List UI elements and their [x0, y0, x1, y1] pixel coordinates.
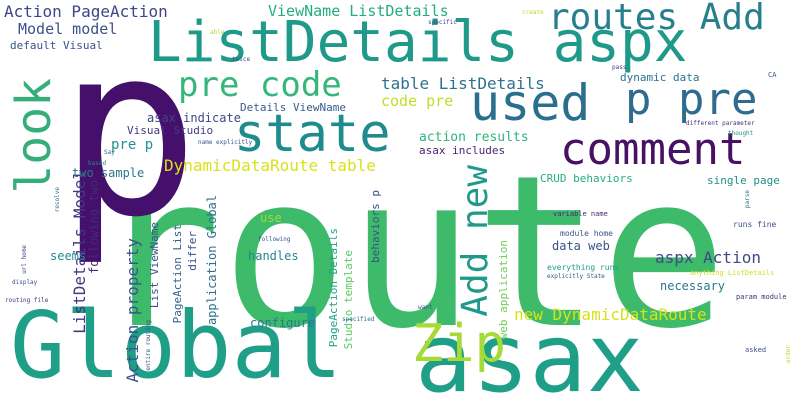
cloud-word: aspx Action [655, 248, 761, 267]
cloud-word: entire routing [145, 320, 152, 371]
cloud-word: web application [497, 240, 510, 340]
cloud-word: different parameter [686, 120, 755, 127]
cloud-word: resolve [54, 187, 61, 213]
cloud-word: Model model [18, 20, 118, 38]
cloud-word: name explicitly [198, 139, 253, 146]
cloud-word: route [95, 130, 728, 375]
cloud-word: necessary [660, 279, 726, 293]
cloud-word: following [258, 236, 291, 243]
cloud-word: create [522, 9, 544, 16]
cloud-word: PageAction Details [327, 228, 340, 348]
cloud-word: display [12, 279, 38, 286]
cloud-word: comment [560, 124, 746, 175]
cloud-word: asax includes [419, 144, 506, 157]
cloud-word: handles [248, 249, 299, 263]
cloud-word: anything ListDetails [690, 269, 775, 277]
cloud-word: Action property [123, 238, 142, 383]
cloud-word: parse [744, 190, 751, 209]
cloud-word: p pre [625, 74, 758, 125]
cloud-word: thought [728, 130, 754, 137]
cloud-word: Visual Studio [127, 124, 214, 137]
cloud-word: Details ViewName [240, 101, 346, 114]
cloud-word: explicitly State [547, 273, 605, 280]
cloud-word: Action PageAction [4, 2, 168, 21]
cloud-word: single page [707, 174, 780, 187]
cloud-word: use [260, 211, 282, 225]
cloud-word: new DynamicDataRoute [514, 305, 707, 324]
cloud-word: dynamic data [620, 71, 700, 84]
cloud-word: want [418, 304, 433, 311]
cloud-word: asked [745, 346, 767, 354]
cloud-word: asax indicate [147, 111, 241, 125]
cloud-word: based [88, 160, 107, 167]
cloud-word: seems [50, 249, 87, 263]
cloud-word: behaviors p [369, 190, 382, 263]
cloud-word: two sample [72, 166, 145, 180]
cloud-word: default Visual [10, 39, 103, 52]
cloud-word: pass [612, 64, 627, 71]
cloud-word: specific [428, 19, 457, 26]
cloud-word: pre p [111, 137, 154, 153]
cloud-word: url home [21, 245, 28, 274]
cloud-word: param module [736, 293, 787, 301]
cloud-word: Add new [455, 165, 496, 317]
cloud-word: routing file [5, 297, 49, 304]
cloud-word: asax [415, 304, 644, 400]
cloud-word: configure [250, 316, 316, 330]
cloud-word: ViewName ListDetails [268, 2, 449, 20]
cloud-word: p [58, 0, 200, 269]
cloud-word: List ViewName [148, 222, 161, 309]
cloud-word: PageAction List [171, 224, 184, 324]
cloud-word: order [785, 345, 792, 364]
cloud-word: routes Add [548, 0, 765, 38]
cloud-word: application Global [205, 195, 219, 326]
cloud-word: code pre [381, 92, 454, 110]
cloud-word: Studio template [342, 250, 355, 350]
cloud-word: everything runs [547, 263, 620, 272]
cloud-word: runs fine [733, 220, 777, 229]
cloud-word: Zip [412, 314, 506, 374]
cloud-word: ListDetails aspx [148, 10, 688, 75]
cloud-word: module home [560, 229, 613, 238]
cloud-word: Global [10, 292, 343, 399]
cloud-word: able [210, 29, 225, 36]
cloud-word: look [6, 78, 62, 194]
cloud-word: table ListDetails [381, 74, 545, 93]
cloud-word: state [234, 104, 391, 164]
cloud-word: action results [419, 130, 529, 145]
cloud-word: CA [768, 71, 777, 79]
cloud-word: DynamicDataRoute table [164, 156, 376, 175]
cloud-word: following two [87, 180, 101, 274]
cloud-word: data web [552, 239, 610, 253]
cloud-word: variable name [553, 210, 608, 218]
cloud-word: specified [342, 316, 375, 323]
cloud-word: Say [104, 149, 115, 156]
cloud-word: differ [186, 231, 199, 271]
cloud-word: used [470, 74, 591, 132]
cloud-word: twice [232, 56, 251, 63]
cloud-word: CRUD behaviors [540, 172, 633, 185]
cloud-word: pre code [178, 65, 342, 105]
